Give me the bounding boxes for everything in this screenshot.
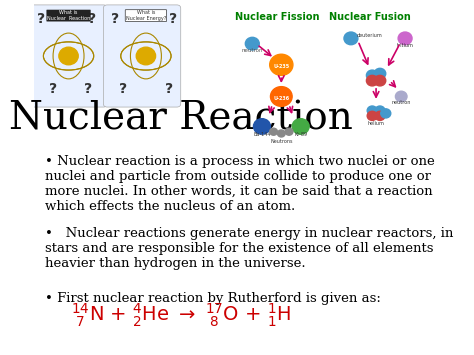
Text: $^{14}_{\ 7}$N + $^{4}_{2}$He $\rightarrow$ $^{17}_{\ 8}$O + $^{1}_{1}$H: $^{14}_{\ 7}$N + $^{4}_{2}$He $\rightarr…: [71, 301, 291, 329]
Text: Nuclear Fusion: Nuclear Fusion: [329, 12, 411, 22]
Circle shape: [375, 111, 385, 120]
Text: Nuclear Reaction: Nuclear Reaction: [9, 100, 353, 137]
Text: Neutrons: Neutrons: [270, 139, 292, 144]
Circle shape: [254, 119, 271, 134]
Circle shape: [270, 128, 277, 135]
Text: ?: ?: [111, 12, 119, 26]
Text: ?: ?: [118, 82, 127, 97]
Text: helium: helium: [368, 121, 384, 126]
Circle shape: [136, 47, 155, 65]
Text: •   Nuclear reactions generate energy in nuclear reactors, in
stars and are resp: • Nuclear reactions generate energy in n…: [46, 227, 454, 270]
Circle shape: [292, 119, 309, 134]
Text: neutron: neutron: [392, 99, 411, 104]
Text: neutron: neutron: [242, 49, 263, 54]
Text: ?: ?: [88, 12, 96, 26]
Text: ?: ?: [49, 82, 57, 97]
FancyBboxPatch shape: [103, 5, 181, 107]
Circle shape: [367, 111, 377, 120]
Circle shape: [270, 54, 293, 75]
Circle shape: [344, 32, 358, 45]
Text: U-235: U-235: [273, 64, 289, 69]
Circle shape: [381, 109, 391, 118]
Text: ?: ?: [84, 82, 92, 97]
Circle shape: [374, 68, 386, 79]
FancyBboxPatch shape: [30, 5, 107, 107]
Text: • First nuclear reaction by Rutherford is given as:: • First nuclear reaction by Rutherford i…: [46, 292, 381, 305]
Text: ?: ?: [165, 82, 173, 97]
Text: tritium: tritium: [397, 43, 413, 48]
Circle shape: [374, 75, 386, 86]
Circle shape: [277, 130, 285, 137]
Circle shape: [367, 106, 377, 115]
Text: What is
Nuclear  Reaction: What is Nuclear Reaction: [47, 10, 90, 21]
Circle shape: [398, 32, 412, 45]
Text: Ba-144: Ba-144: [253, 132, 271, 137]
Text: ?: ?: [169, 12, 177, 26]
Text: • Nuclear reaction is a process in which two nuclei or one
nuclei and particle f: • Nuclear reaction is a process in which…: [46, 155, 435, 213]
Circle shape: [285, 128, 293, 135]
Circle shape: [395, 91, 407, 102]
Circle shape: [375, 106, 385, 115]
Circle shape: [59, 47, 78, 65]
Text: Kr-89: Kr-89: [294, 132, 307, 137]
Circle shape: [366, 70, 378, 81]
Text: deuterium: deuterium: [357, 33, 383, 38]
Text: Nuclear Fission: Nuclear Fission: [235, 12, 319, 22]
Text: What is
Nuclear Energy?: What is Nuclear Energy?: [126, 10, 166, 21]
Text: ?: ?: [37, 12, 46, 26]
Text: U-236: U-236: [273, 97, 289, 102]
Circle shape: [366, 75, 378, 86]
Circle shape: [246, 37, 259, 50]
Circle shape: [271, 87, 292, 106]
